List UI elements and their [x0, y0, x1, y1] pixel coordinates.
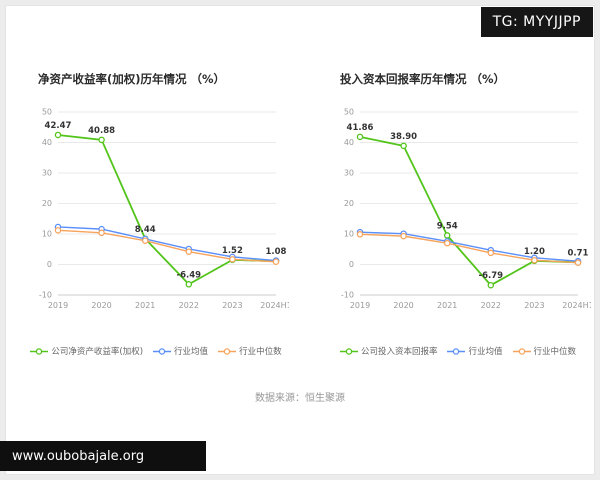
svg-text:20: 20 [344, 199, 354, 208]
svg-text:-10: -10 [341, 291, 354, 300]
url-text: www.oubobajale.org [12, 448, 145, 464]
legend-label: 行业中位数 [533, 347, 577, 357]
legend-marker-icon [30, 347, 49, 355]
legend-item: 行业中位数 [512, 345, 577, 357]
svg-text:10: 10 [42, 230, 52, 239]
roe-chart-legend: 公司净资产收益率(加权) 行业均值 行业中位数 [22, 345, 290, 357]
legend-item: 行业均值 [447, 345, 503, 357]
svg-text:1.52: 1.52 [222, 246, 243, 256]
svg-text:30: 30 [344, 169, 354, 178]
svg-text:2022: 2022 [481, 301, 501, 310]
svg-text:2024H1: 2024H1 [260, 301, 289, 310]
legend-label: 行业均值 [174, 347, 209, 357]
charts-row: 净资产收益率(加权)历年情况 （%） 50 40 30 20 10 0 -10 2019 202… [22, 72, 592, 357]
svg-text:40: 40 [42, 138, 52, 147]
svg-text:1.20: 1.20 [524, 247, 545, 257]
legend-item: 行业均值 [153, 345, 208, 357]
svg-text:-10: -10 [39, 291, 52, 300]
svg-text:2021: 2021 [135, 301, 155, 310]
svg-text:10: 10 [344, 230, 354, 239]
url-watermark-bar: www.oubobajale.org [0, 441, 206, 471]
legend-label: 行业均值 [468, 347, 503, 357]
legend-marker-icon [339, 347, 358, 355]
svg-text:2024H1: 2024H1 [562, 301, 591, 310]
svg-text:40.88: 40.88 [88, 126, 115, 136]
roic-chart-legend: 公司投入资本回报率 行业均值 行业中位数 [324, 345, 592, 357]
svg-text:30: 30 [42, 169, 52, 178]
svg-text:2020: 2020 [91, 301, 111, 310]
legend-marker-icon [218, 347, 237, 355]
svg-text:0: 0 [349, 260, 354, 269]
legend-marker-icon [512, 347, 531, 355]
legend-label: 公司净资产收益率(加权) [51, 347, 144, 357]
svg-text:-6.49: -6.49 [177, 270, 202, 280]
tg-watermark-badge: TG: MYYJJPP [480, 7, 593, 37]
svg-text:20: 20 [42, 199, 52, 208]
data-source-note: 数据来源：恒生聚源 [255, 393, 345, 404]
svg-text:-6.79: -6.79 [479, 271, 504, 281]
report-card [5, 5, 595, 475]
svg-text:38.90: 38.90 [390, 132, 417, 142]
chart-title-roe: 净资产收益率(加权)历年情况 （%） [38, 72, 226, 86]
svg-text:9.54: 9.54 [437, 221, 458, 231]
svg-text:2023: 2023 [222, 301, 242, 310]
legend-item: 行业中位数 [218, 345, 282, 357]
svg-text:2019: 2019 [48, 301, 68, 310]
svg-text:2021: 2021 [437, 301, 457, 310]
svg-text:2023: 2023 [524, 301, 544, 310]
legend-label: 行业中位数 [239, 347, 282, 357]
svg-text:40: 40 [344, 138, 354, 147]
legend-label: 公司投入资本回报率 [360, 347, 438, 357]
svg-text:2022: 2022 [179, 301, 199, 310]
svg-text:2020: 2020 [393, 301, 413, 310]
svg-text:8.44: 8.44 [135, 225, 156, 235]
svg-text:50: 50 [42, 108, 52, 117]
legend-marker-icon [447, 347, 466, 355]
svg-text:41.86: 41.86 [347, 123, 374, 133]
svg-text:0.71: 0.71 [568, 248, 589, 258]
svg-text:0: 0 [47, 260, 52, 269]
legend-marker-icon [153, 347, 172, 355]
chart-roe-weighted: 净资产收益率(加权)历年情况 （%） 50 40 30 20 10 0 -10 2019 202… [22, 72, 290, 357]
chart-title-roic: 投入资本回报率历年情况 （%） [340, 72, 506, 86]
chart-roic: 投入资本回报率历年情况 （%） 50 40 30 20 10 0 -10 2019 2020 20… [324, 72, 592, 357]
svg-text:50: 50 [344, 108, 354, 117]
legend-item: 公司投入资本回报率 [339, 345, 438, 357]
svg-text:1.08: 1.08 [266, 247, 287, 257]
svg-text:42.47: 42.47 [45, 121, 72, 131]
legend-item: 公司净资产收益率(加权) [30, 345, 143, 357]
svg-text:2019: 2019 [350, 301, 370, 310]
